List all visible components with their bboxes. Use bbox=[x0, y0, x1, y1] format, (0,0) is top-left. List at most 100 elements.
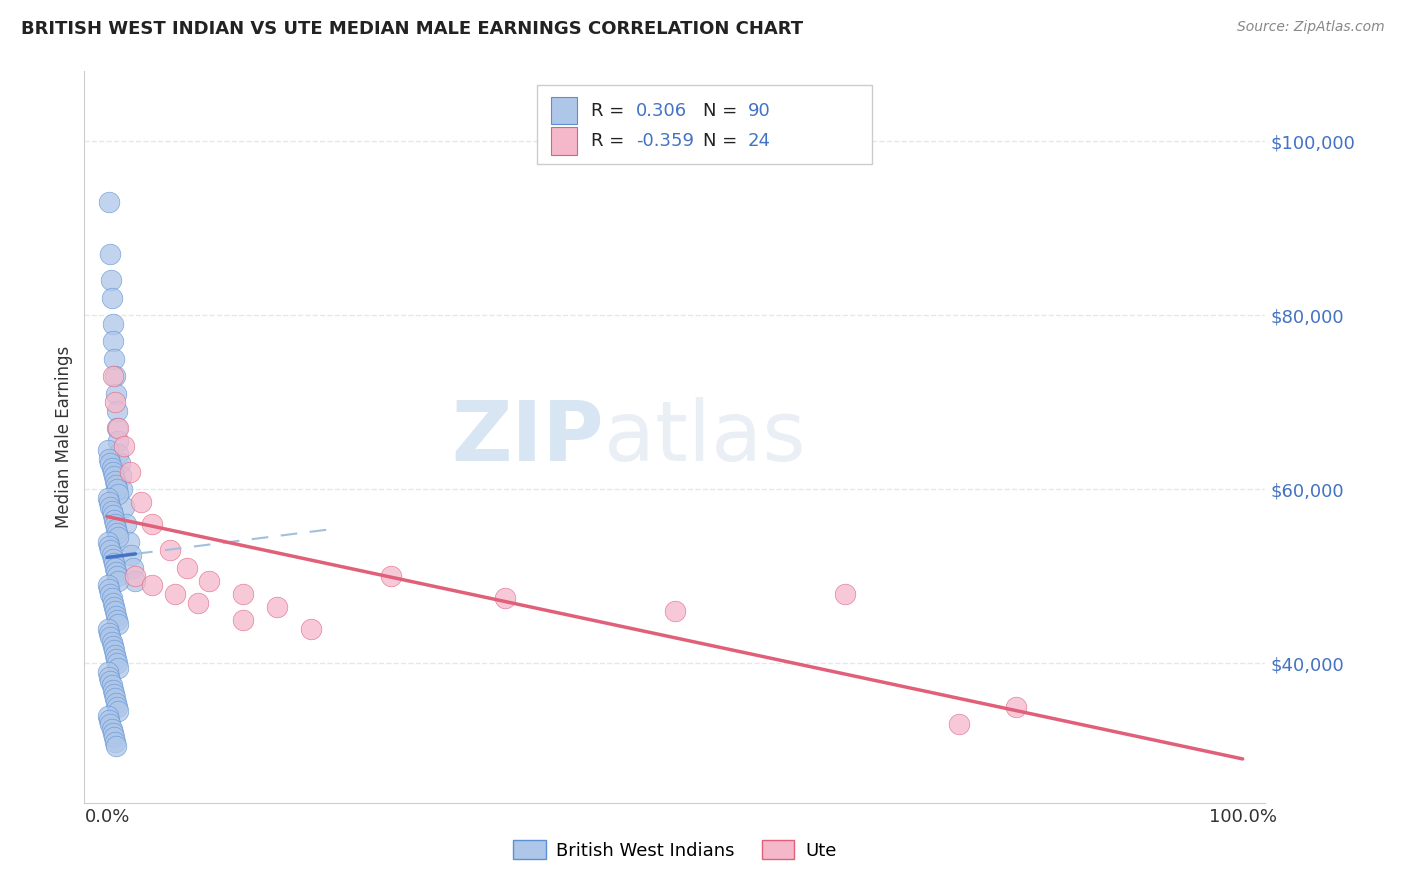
Point bbox=[97, 578, 120, 592]
Point bbox=[105, 483, 128, 497]
Point bbox=[103, 513, 125, 527]
Point bbox=[101, 369, 124, 384]
Point bbox=[101, 552, 124, 566]
Point bbox=[107, 421, 129, 435]
Point bbox=[101, 639, 124, 653]
Text: ZIP: ZIP bbox=[451, 397, 605, 477]
Point bbox=[110, 469, 132, 483]
Y-axis label: Median Male Earnings: Median Male Earnings bbox=[55, 346, 73, 528]
Text: N =: N = bbox=[703, 132, 744, 150]
Point bbox=[101, 595, 124, 609]
Point bbox=[122, 560, 145, 574]
Text: 24: 24 bbox=[748, 132, 770, 150]
Point bbox=[101, 317, 124, 331]
Point bbox=[120, 548, 142, 562]
Point bbox=[103, 557, 125, 571]
Point bbox=[124, 574, 146, 588]
Point bbox=[104, 395, 127, 409]
Text: R =: R = bbox=[591, 102, 630, 120]
Point bbox=[97, 194, 120, 209]
Point bbox=[141, 517, 163, 532]
Point bbox=[105, 521, 128, 535]
Point bbox=[98, 451, 121, 466]
Point bbox=[107, 617, 129, 632]
FancyBboxPatch shape bbox=[537, 85, 872, 164]
Point bbox=[98, 495, 121, 509]
Bar bbox=[551, 128, 576, 155]
Point bbox=[105, 525, 128, 540]
Text: -0.359: -0.359 bbox=[636, 132, 695, 150]
Point bbox=[105, 404, 128, 418]
Point bbox=[105, 386, 128, 401]
Text: 0.306: 0.306 bbox=[636, 102, 688, 120]
Point bbox=[100, 543, 122, 558]
Point bbox=[118, 534, 141, 549]
Text: BRITISH WEST INDIAN VS UTE MEDIAN MALE EARNINGS CORRELATION CHART: BRITISH WEST INDIAN VS UTE MEDIAN MALE E… bbox=[21, 20, 803, 37]
Point bbox=[1004, 700, 1026, 714]
Point bbox=[105, 421, 128, 435]
Text: Source: ZipAtlas.com: Source: ZipAtlas.com bbox=[1237, 20, 1385, 34]
Bar bbox=[551, 96, 576, 125]
Point bbox=[107, 530, 129, 544]
Point bbox=[98, 582, 121, 597]
Point bbox=[107, 434, 129, 449]
Point bbox=[100, 591, 122, 606]
Point bbox=[948, 717, 970, 731]
Point bbox=[105, 608, 128, 623]
Point bbox=[107, 486, 129, 500]
Point bbox=[100, 460, 122, 475]
Point bbox=[107, 661, 129, 675]
Point bbox=[129, 495, 152, 509]
Point bbox=[104, 560, 127, 574]
Point bbox=[100, 500, 122, 514]
Point bbox=[103, 643, 125, 657]
Point bbox=[105, 613, 128, 627]
Text: N =: N = bbox=[703, 102, 744, 120]
Point bbox=[112, 439, 135, 453]
Point bbox=[100, 673, 122, 688]
Point bbox=[232, 613, 254, 627]
Point bbox=[108, 456, 131, 470]
Point bbox=[112, 500, 135, 514]
Point bbox=[101, 508, 124, 523]
Point bbox=[101, 465, 124, 479]
Point bbox=[103, 351, 125, 366]
Point bbox=[104, 648, 127, 662]
Point bbox=[98, 669, 121, 683]
Text: R =: R = bbox=[591, 132, 630, 150]
Text: atlas: atlas bbox=[605, 397, 806, 477]
Point bbox=[100, 456, 122, 470]
Point bbox=[104, 517, 127, 532]
Point bbox=[380, 569, 402, 583]
Legend: British West Indians, Ute: British West Indians, Ute bbox=[506, 833, 844, 867]
Point bbox=[100, 504, 122, 518]
Point bbox=[104, 604, 127, 618]
Point bbox=[187, 595, 209, 609]
Point bbox=[107, 448, 129, 462]
Point bbox=[232, 587, 254, 601]
Point bbox=[100, 722, 122, 736]
Text: 90: 90 bbox=[748, 102, 770, 120]
Point bbox=[115, 517, 138, 532]
Point bbox=[105, 700, 128, 714]
Point bbox=[105, 657, 128, 671]
Point bbox=[100, 631, 122, 645]
Point bbox=[98, 247, 121, 261]
Point bbox=[105, 565, 128, 579]
Point bbox=[103, 334, 125, 349]
Point bbox=[100, 291, 122, 305]
Point bbox=[103, 687, 125, 701]
Point bbox=[198, 574, 221, 588]
Point bbox=[834, 587, 856, 601]
Point bbox=[104, 474, 127, 488]
Point bbox=[176, 560, 198, 574]
Point bbox=[100, 548, 122, 562]
Point bbox=[105, 569, 128, 583]
Point bbox=[104, 691, 127, 706]
Point bbox=[266, 599, 288, 614]
Point bbox=[104, 369, 127, 384]
Point bbox=[494, 591, 516, 606]
Point bbox=[107, 574, 129, 588]
Point bbox=[97, 665, 120, 680]
Point bbox=[100, 587, 122, 601]
